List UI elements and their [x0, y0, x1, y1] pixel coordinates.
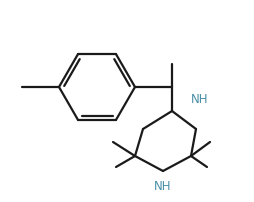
Text: NH: NH: [154, 179, 172, 192]
Text: NH: NH: [191, 93, 209, 106]
